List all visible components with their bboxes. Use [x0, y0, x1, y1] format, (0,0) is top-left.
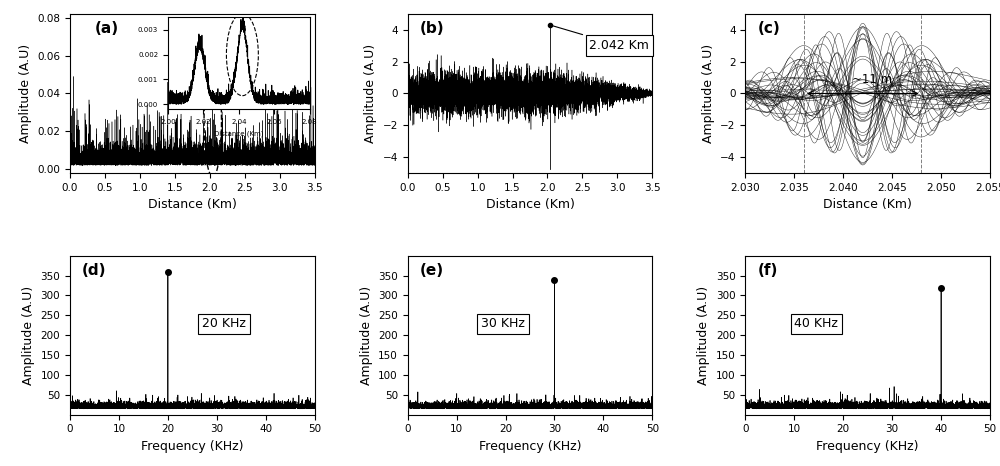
Y-axis label: Amplitude (A.U): Amplitude (A.U)	[364, 44, 377, 143]
Text: (a): (a)	[94, 21, 119, 36]
Text: 40 KHz: 40 KHz	[794, 317, 838, 330]
Y-axis label: Amplitude (A.U): Amplitude (A.U)	[697, 286, 710, 385]
Y-axis label: Amplitude (A.U): Amplitude (A.U)	[702, 44, 715, 143]
Text: 2.042 Km: 2.042 Km	[553, 26, 649, 52]
Y-axis label: Amplitude (A.U): Amplitude (A.U)	[19, 44, 32, 143]
X-axis label: Frequency (KHz): Frequency (KHz)	[816, 440, 919, 453]
Y-axis label: Amplitude (A.U): Amplitude (A.U)	[22, 286, 35, 385]
Text: (c): (c)	[758, 21, 780, 36]
Text: 30 KHz: 30 KHz	[481, 317, 525, 330]
X-axis label: Distance (Km): Distance (Km)	[823, 199, 912, 211]
Text: (e): (e)	[420, 263, 444, 278]
Y-axis label: Amplitude (A.U): Amplitude (A.U)	[360, 286, 373, 385]
X-axis label: Frequency (KHz): Frequency (KHz)	[479, 440, 581, 453]
Text: 20 KHz: 20 KHz	[202, 317, 246, 330]
Text: (f): (f)	[758, 263, 778, 278]
X-axis label: Distance (Km): Distance (Km)	[486, 199, 574, 211]
X-axis label: Distance (Km): Distance (Km)	[148, 199, 237, 211]
X-axis label: Frequency (KHz): Frequency (KHz)	[141, 440, 244, 453]
Text: (d): (d)	[82, 263, 107, 278]
Text: (b): (b)	[420, 21, 445, 36]
Text: ~11 m: ~11 m	[852, 73, 893, 86]
